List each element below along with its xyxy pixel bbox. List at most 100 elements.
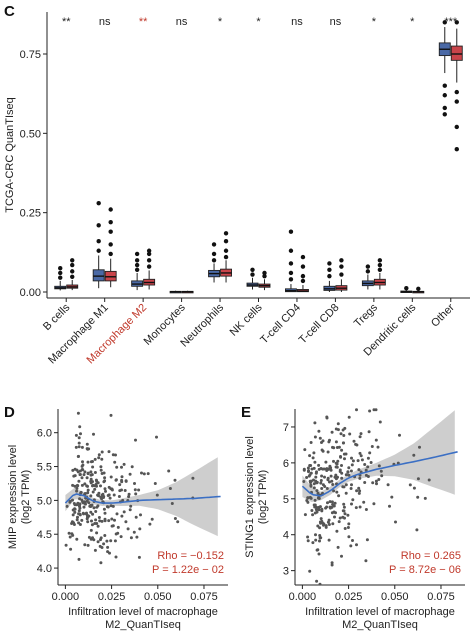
x-tick-label: 0.075 <box>190 591 218 603</box>
outlier-point <box>454 99 459 104</box>
significance-label: * <box>256 16 261 28</box>
scatter-point <box>99 468 103 472</box>
fit-line <box>64 493 221 504</box>
scatter-point <box>319 467 323 470</box>
scatter-point <box>77 454 80 458</box>
scatter-point <box>80 518 84 522</box>
scatter-point <box>320 487 324 490</box>
outlier-point <box>442 20 447 25</box>
x-tick-label: NK cells <box>228 301 265 338</box>
significance-label: ns <box>176 16 188 28</box>
outlier-point <box>70 269 75 274</box>
scatter-point <box>170 502 174 505</box>
scatter-point <box>93 471 97 474</box>
scatter-point <box>71 468 75 472</box>
scatter-point <box>120 514 124 518</box>
scatter-point <box>81 463 85 467</box>
scatter-point <box>330 505 334 509</box>
scatter-point <box>100 519 104 523</box>
scatter-point <box>309 441 313 444</box>
outlier-point <box>454 124 459 130</box>
scatter-point <box>358 476 362 480</box>
scatter-point <box>74 433 78 437</box>
scatter-point <box>89 477 93 481</box>
scatter-point <box>129 504 133 508</box>
scatter-point <box>349 544 353 548</box>
scatter-point <box>320 509 324 513</box>
scatter-point <box>312 451 316 455</box>
outlier-point <box>442 93 447 98</box>
scatter-point <box>81 500 85 504</box>
scatter-point <box>322 523 325 527</box>
scatter-point <box>94 518 98 522</box>
scatter-point <box>155 493 159 497</box>
scatter-point <box>343 527 347 530</box>
scatter-point <box>71 498 74 502</box>
scatter-point <box>343 516 346 520</box>
scatter-point <box>88 504 92 508</box>
scatter-point <box>379 469 383 473</box>
scatter-point <box>313 498 317 502</box>
x-tick-label: 0.025 <box>335 591 363 603</box>
scatter-point <box>346 470 350 474</box>
x-tick-label: Other <box>429 301 457 329</box>
scatter-point <box>99 561 103 565</box>
scatter-point <box>133 482 136 485</box>
scatter-point <box>328 464 332 468</box>
scatter-point <box>309 483 313 487</box>
scatter-point <box>167 469 171 473</box>
scatter-point <box>93 457 97 461</box>
scatter-point <box>341 509 345 513</box>
scatter-point <box>124 479 128 483</box>
scatter-point <box>359 454 363 458</box>
scatter-point <box>64 543 68 547</box>
y-tick-label: 5.5 <box>37 462 52 474</box>
outlier-point <box>146 264 152 269</box>
scatter-point <box>357 491 361 495</box>
scatter-point <box>344 491 348 495</box>
x-tick-label: B cells <box>41 301 73 333</box>
scatter-point <box>114 453 117 457</box>
scatter-point <box>342 434 346 437</box>
scatter-point <box>363 463 367 466</box>
scatter-point <box>107 450 111 454</box>
scatter-point <box>325 505 329 509</box>
scatter-point <box>329 468 333 472</box>
outlier-point <box>134 251 140 257</box>
scatter-point <box>321 483 325 487</box>
scatter-point <box>320 474 324 478</box>
scatter-point <box>330 500 334 504</box>
scatter-point <box>416 477 420 481</box>
scatter-point <box>123 489 127 492</box>
scatter-point <box>327 523 331 526</box>
scatter-point <box>367 430 371 434</box>
scatter-point <box>320 448 324 452</box>
scatter-point <box>306 539 310 543</box>
scatter-point <box>318 539 321 543</box>
x-tick-label: 0.075 <box>427 591 455 603</box>
scatter-point <box>308 569 312 573</box>
scatter-point <box>100 493 104 497</box>
significance-label: * <box>218 16 223 28</box>
scatter-point <box>109 413 113 417</box>
scatter-point <box>338 516 342 520</box>
scatter-point <box>113 518 116 522</box>
scatter-point <box>330 563 334 567</box>
scatter-point <box>102 480 106 484</box>
scatter-point <box>82 473 86 477</box>
scatter-point <box>112 493 116 497</box>
scatter-point <box>306 496 310 500</box>
scatter-point <box>122 462 126 466</box>
y-tick-label: 0.25 <box>20 208 41 220</box>
scatter-point <box>86 488 90 492</box>
scatter-point <box>306 500 310 504</box>
outlier-point <box>58 270 63 276</box>
outlier-point <box>223 239 229 244</box>
scatter-point <box>90 519 93 523</box>
scatter-point <box>310 509 314 512</box>
scatter-point <box>340 464 343 467</box>
significance-label: ** <box>62 16 71 28</box>
scatter-point <box>73 467 77 471</box>
outlier-point <box>454 89 459 95</box>
outlier-point <box>146 251 152 257</box>
